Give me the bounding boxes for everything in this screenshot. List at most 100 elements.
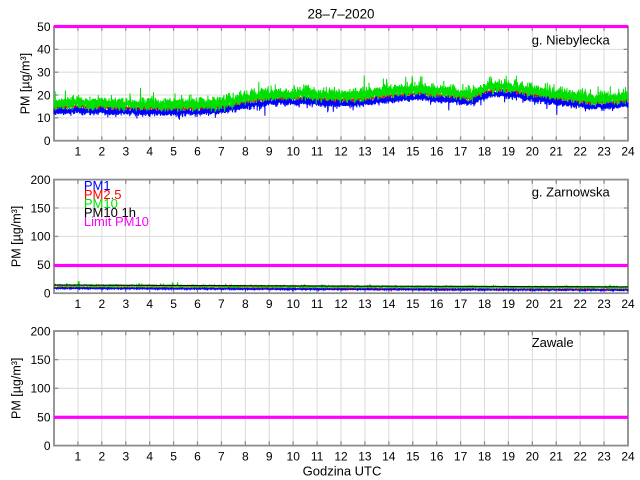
svg-text:16: 16	[430, 450, 444, 464]
svg-text:22: 22	[574, 450, 588, 464]
svg-text:Zawale: Zawale	[532, 335, 574, 350]
svg-text:PM [µg/m³]: PM [µg/m³]	[19, 53, 33, 114]
svg-text:17: 17	[454, 450, 468, 464]
svg-text:1: 1	[75, 145, 82, 159]
svg-text:16: 16	[430, 297, 444, 311]
svg-text:g. Zarnowska: g. Zarnowska	[532, 184, 611, 199]
svg-text:3: 3	[122, 145, 129, 159]
svg-text:20: 20	[526, 297, 540, 311]
svg-text:16: 16	[430, 145, 444, 159]
svg-text:23: 23	[597, 145, 611, 159]
svg-text:2: 2	[98, 297, 105, 311]
svg-text:PM [µg/m³]: PM [µg/m³]	[10, 206, 24, 267]
svg-text:PM10: PM10	[84, 196, 118, 211]
svg-text:15: 15	[406, 297, 420, 311]
svg-text:PM10 1h: PM10 1h	[84, 205, 136, 220]
svg-text:11: 11	[311, 297, 324, 311]
svg-text:21: 21	[550, 297, 564, 311]
svg-text:12: 12	[334, 450, 348, 464]
svg-text:13: 13	[358, 145, 372, 159]
svg-text:7: 7	[218, 450, 225, 464]
svg-text:24: 24	[621, 450, 635, 464]
svg-text:6: 6	[194, 450, 201, 464]
svg-text:1: 1	[75, 450, 82, 464]
svg-text:17: 17	[454, 297, 468, 311]
svg-text:20: 20	[526, 450, 540, 464]
svg-text:28–7–2020: 28–7–2020	[307, 7, 374, 22]
svg-text:5: 5	[170, 297, 177, 311]
svg-text:14: 14	[382, 450, 396, 464]
svg-text:200: 200	[30, 324, 50, 338]
svg-text:19: 19	[502, 450, 516, 464]
svg-text:11: 11	[311, 450, 324, 464]
svg-text:24: 24	[621, 145, 635, 159]
svg-text:18: 18	[478, 450, 492, 464]
svg-text:24: 24	[621, 297, 635, 311]
svg-text:20: 20	[526, 145, 540, 159]
svg-text:9: 9	[266, 450, 273, 464]
svg-text:13: 13	[358, 450, 372, 464]
svg-text:5: 5	[170, 145, 177, 159]
svg-text:PM1: PM1	[84, 178, 111, 193]
svg-text:100: 100	[30, 382, 50, 396]
svg-text:13: 13	[358, 297, 372, 311]
svg-text:7: 7	[218, 297, 225, 311]
svg-text:150: 150	[30, 353, 50, 367]
svg-text:4: 4	[146, 297, 153, 311]
svg-text:14: 14	[382, 145, 396, 159]
svg-text:21: 21	[550, 450, 564, 464]
svg-text:0: 0	[44, 287, 51, 301]
svg-text:Godzina UTC: Godzina UTC	[303, 463, 382, 478]
svg-text:21: 21	[550, 145, 564, 159]
svg-text:3: 3	[122, 450, 129, 464]
svg-text:50: 50	[37, 20, 51, 34]
svg-text:PM [µg/m³]: PM [µg/m³]	[10, 358, 24, 419]
svg-text:3: 3	[122, 297, 129, 311]
svg-text:8: 8	[242, 145, 249, 159]
svg-text:23: 23	[597, 297, 611, 311]
svg-text:100: 100	[30, 230, 50, 244]
svg-text:g. Niebylecka: g. Niebylecka	[532, 32, 611, 47]
svg-text:9: 9	[266, 297, 273, 311]
svg-text:9: 9	[266, 145, 273, 159]
svg-text:12: 12	[334, 145, 348, 159]
svg-text:8: 8	[242, 450, 249, 464]
svg-text:10: 10	[287, 145, 301, 159]
svg-text:10: 10	[287, 297, 301, 311]
svg-text:50: 50	[37, 258, 51, 272]
svg-text:2: 2	[98, 450, 105, 464]
svg-text:12: 12	[334, 297, 348, 311]
svg-text:22: 22	[574, 297, 588, 311]
svg-text:2: 2	[98, 145, 105, 159]
svg-text:11: 11	[311, 145, 324, 159]
svg-text:8: 8	[242, 297, 249, 311]
svg-text:7: 7	[218, 145, 225, 159]
svg-text:6: 6	[194, 145, 201, 159]
svg-text:15: 15	[406, 145, 420, 159]
svg-text:PM2.5: PM2.5	[84, 187, 122, 202]
svg-text:10: 10	[287, 450, 301, 464]
svg-text:18: 18	[478, 297, 492, 311]
svg-text:15: 15	[406, 450, 420, 464]
svg-text:4: 4	[146, 145, 153, 159]
svg-text:18: 18	[478, 145, 492, 159]
svg-text:22: 22	[574, 145, 588, 159]
svg-text:5: 5	[170, 450, 177, 464]
svg-text:200: 200	[30, 173, 50, 187]
svg-text:4: 4	[146, 450, 153, 464]
svg-text:50: 50	[37, 410, 51, 424]
svg-text:0: 0	[44, 134, 51, 148]
svg-text:14: 14	[382, 297, 396, 311]
svg-text:20: 20	[37, 88, 51, 102]
svg-text:19: 19	[502, 145, 516, 159]
svg-text:10: 10	[37, 111, 51, 125]
svg-text:150: 150	[30, 201, 50, 215]
svg-text:Limit PM10: Limit PM10	[84, 214, 149, 229]
svg-text:19: 19	[502, 297, 516, 311]
svg-text:40: 40	[37, 43, 51, 57]
svg-text:17: 17	[454, 145, 468, 159]
svg-text:23: 23	[597, 450, 611, 464]
svg-text:0: 0	[44, 439, 51, 453]
svg-text:1: 1	[75, 297, 82, 311]
svg-text:30: 30	[37, 65, 51, 79]
